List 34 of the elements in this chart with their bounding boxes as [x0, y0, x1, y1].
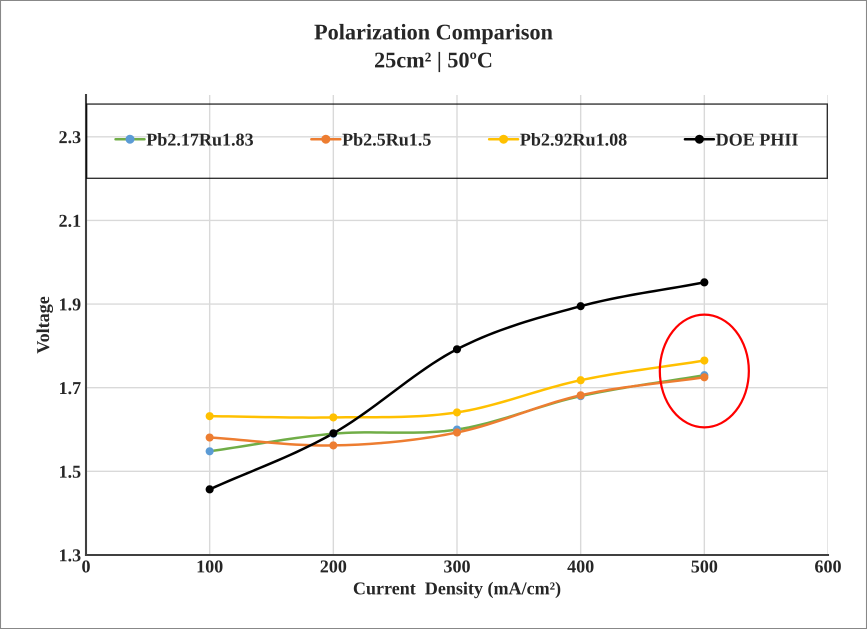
x-tick-label: 500 — [692, 560, 718, 573]
y-tick-label: 1.5 — [60, 466, 80, 478]
y-tick-label: 2.3 — [59, 131, 81, 144]
y-tick-label: 2.1 — [59, 214, 80, 227]
x-tick-label: 0 — [82, 560, 90, 573]
x-tick-label: 600 — [815, 560, 841, 573]
point — [452, 345, 462, 354]
chart-subtitle: 25cm² | 50ºC — [375, 52, 492, 72]
x-tick-label: 100 — [198, 560, 223, 573]
point — [700, 356, 708, 365]
legend-label: Pb2.92Ru1.08 — [520, 133, 627, 146]
x-axis-title: Current Density (mA/cm²) — [354, 582, 560, 598]
x-tick-label: 300 — [444, 560, 470, 573]
legend-label: DOE PHII — [716, 134, 798, 146]
chart-title: Polarization Comparison — [314, 24, 553, 44]
y-tick-label: 1.3 — [60, 549, 81, 562]
point — [206, 412, 214, 420]
point — [700, 278, 708, 286]
point — [576, 376, 585, 384]
y-tick-label: 1.9 — [60, 298, 80, 311]
x-tick-label: 200 — [320, 560, 346, 573]
legend-label: Pb2.17Ru1.83 — [146, 133, 253, 146]
y-axis-title: Voltage — [36, 296, 54, 354]
point — [329, 441, 338, 450]
point — [206, 447, 214, 456]
point — [206, 485, 214, 494]
point — [452, 408, 462, 416]
x-tick-label: 400 — [567, 560, 594, 573]
point — [206, 433, 214, 442]
point — [329, 413, 338, 422]
point — [576, 302, 585, 310]
y-tick-label: 1.7 — [60, 382, 81, 394]
point — [452, 428, 462, 437]
legend-label: Pb2.5Ru1.5 — [342, 133, 431, 146]
